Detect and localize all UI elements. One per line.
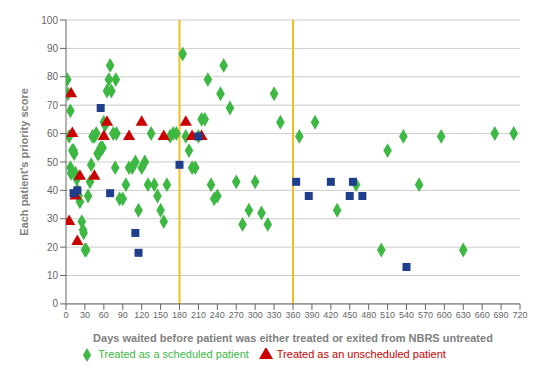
svg-text:510: 510 xyxy=(380,310,395,320)
svg-text:90: 90 xyxy=(47,43,59,54)
svg-text:0: 0 xyxy=(52,298,58,309)
svg-text:630: 630 xyxy=(456,310,471,320)
svg-text:40: 40 xyxy=(47,185,59,196)
svg-text:70: 70 xyxy=(47,100,59,111)
svg-text:20: 20 xyxy=(47,242,59,253)
svg-text:180: 180 xyxy=(172,310,187,320)
svg-text:690: 690 xyxy=(494,310,509,320)
svg-text:150: 150 xyxy=(153,310,168,320)
svg-text:480: 480 xyxy=(361,310,376,320)
svg-text:270: 270 xyxy=(229,310,244,320)
svg-text:30: 30 xyxy=(80,310,90,320)
svg-text:420: 420 xyxy=(323,310,338,320)
svg-text:120: 120 xyxy=(134,310,149,320)
svg-text:90: 90 xyxy=(118,310,128,320)
svg-text:210: 210 xyxy=(191,310,206,320)
svg-text:720: 720 xyxy=(512,310,527,320)
svg-text:30: 30 xyxy=(47,213,59,224)
svg-text:570: 570 xyxy=(418,310,433,320)
svg-text:Each patient's priority score: Each patient's priority score xyxy=(18,88,30,236)
svg-text:100: 100 xyxy=(41,15,58,26)
svg-text:10: 10 xyxy=(47,270,59,281)
svg-text:60: 60 xyxy=(99,310,109,320)
svg-text:450: 450 xyxy=(342,310,357,320)
svg-text:0: 0 xyxy=(63,310,68,320)
svg-text:330: 330 xyxy=(267,310,282,320)
html-text:Treated as a scheduled patient: Treated as a scheduled patient xyxy=(98,347,249,360)
svg-text:390: 390 xyxy=(304,310,319,320)
svg-text:540: 540 xyxy=(399,310,414,320)
svg-text:300: 300 xyxy=(248,310,263,320)
svg-text:660: 660 xyxy=(475,310,490,320)
html-text:Treated as an unscheduled pati: Treated as an unscheduled patient xyxy=(276,347,446,360)
svg-text:80: 80 xyxy=(47,71,59,82)
svg-text:600: 600 xyxy=(437,310,452,320)
svg-text:50: 50 xyxy=(47,157,59,168)
svg-text:360: 360 xyxy=(285,310,300,320)
svg-text:Days waited before patient was: Days waited before patient was either tr… xyxy=(93,332,493,344)
svg-text:240: 240 xyxy=(210,310,225,320)
svg-text:60: 60 xyxy=(47,128,59,139)
